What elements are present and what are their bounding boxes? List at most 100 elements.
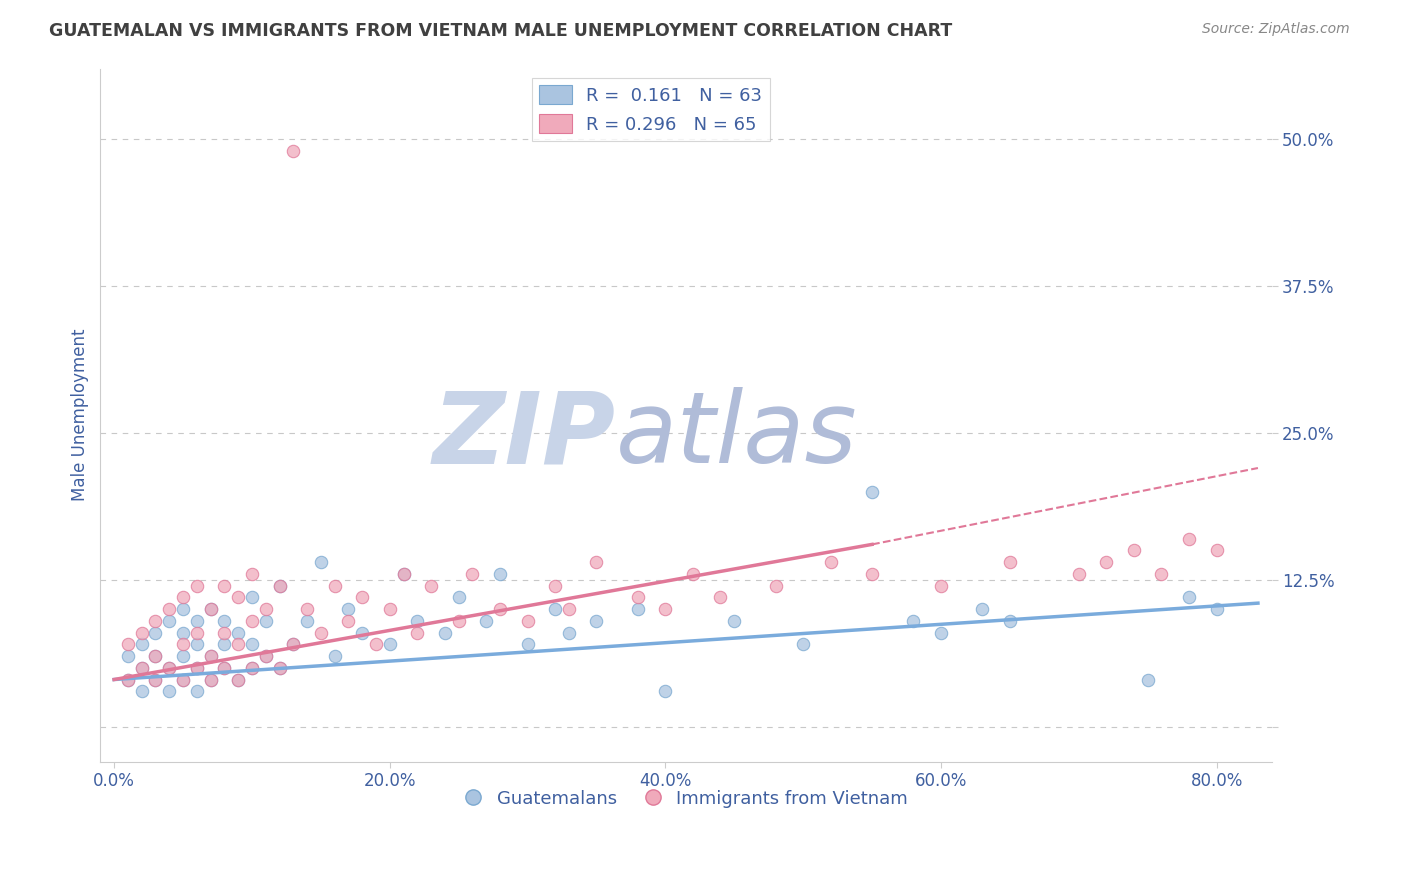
Point [172,673,194,687]
Text: ZIP: ZIP [433,387,616,484]
Point [269,661,291,675]
Point [323,648,346,663]
Point [433,625,456,640]
Point [654,684,676,698]
Point [200,673,222,687]
Point [544,578,567,592]
Point [254,614,277,628]
Point [489,602,512,616]
Point [240,637,263,651]
Point [226,591,249,605]
Point [585,614,607,628]
Point [172,625,194,640]
Point [172,648,194,663]
Point [131,661,153,675]
Point [145,673,167,687]
Point [406,625,429,640]
Point [283,637,305,651]
Point [792,637,814,651]
Point [117,637,139,651]
Point [860,484,883,499]
Point [240,566,263,581]
Text: GUATEMALAN VS IMMIGRANTS FROM VIETNAM MALE UNEMPLOYMENT CORRELATION CHART: GUATEMALAN VS IMMIGRANTS FROM VIETNAM MA… [49,22,952,40]
Point [585,555,607,569]
Point [627,591,650,605]
Y-axis label: Male Unemployment: Male Unemployment [72,329,89,501]
Point [131,637,153,651]
Point [516,614,538,628]
Point [558,625,581,640]
Point [145,614,167,628]
Point [627,602,650,616]
Point [200,602,222,616]
Point [447,591,470,605]
Point [860,566,883,581]
Point [214,614,236,628]
Point [283,144,305,158]
Point [254,648,277,663]
Point [309,555,332,569]
Point [240,614,263,628]
Point [1205,543,1227,558]
Point [709,591,731,605]
Point [269,661,291,675]
Point [1178,591,1201,605]
Point [117,673,139,687]
Point [269,578,291,592]
Point [364,637,387,651]
Point [254,648,277,663]
Point [295,614,318,628]
Point [489,566,512,581]
Point [186,578,208,592]
Text: Source: ZipAtlas.com: Source: ZipAtlas.com [1202,22,1350,37]
Point [131,625,153,640]
Point [186,684,208,698]
Point [392,566,415,581]
Point [295,602,318,616]
Point [117,673,139,687]
Point [214,625,236,640]
Point [214,661,236,675]
Point [200,648,222,663]
Point [214,661,236,675]
Point [516,637,538,651]
Point [186,625,208,640]
Point [309,625,332,640]
Point [157,614,180,628]
Point [337,602,360,616]
Point [172,637,194,651]
Point [186,614,208,628]
Point [200,648,222,663]
Point [998,614,1021,628]
Point [765,578,787,592]
Point [406,614,429,628]
Point [172,673,194,687]
Point [1067,566,1090,581]
Point [998,555,1021,569]
Point [226,637,249,651]
Point [929,578,952,592]
Point [157,602,180,616]
Point [378,602,401,616]
Point [226,625,249,640]
Point [157,661,180,675]
Point [654,602,676,616]
Point [352,625,374,640]
Point [117,648,139,663]
Point [157,684,180,698]
Point [1205,602,1227,616]
Point [157,661,180,675]
Point [337,614,360,628]
Point [1136,673,1159,687]
Point [131,684,153,698]
Point [392,566,415,581]
Point [200,673,222,687]
Point [186,661,208,675]
Point [186,637,208,651]
Point [214,637,236,651]
Point [283,637,305,651]
Point [1122,543,1144,558]
Point [972,602,994,616]
Point [254,602,277,616]
Point [200,602,222,616]
